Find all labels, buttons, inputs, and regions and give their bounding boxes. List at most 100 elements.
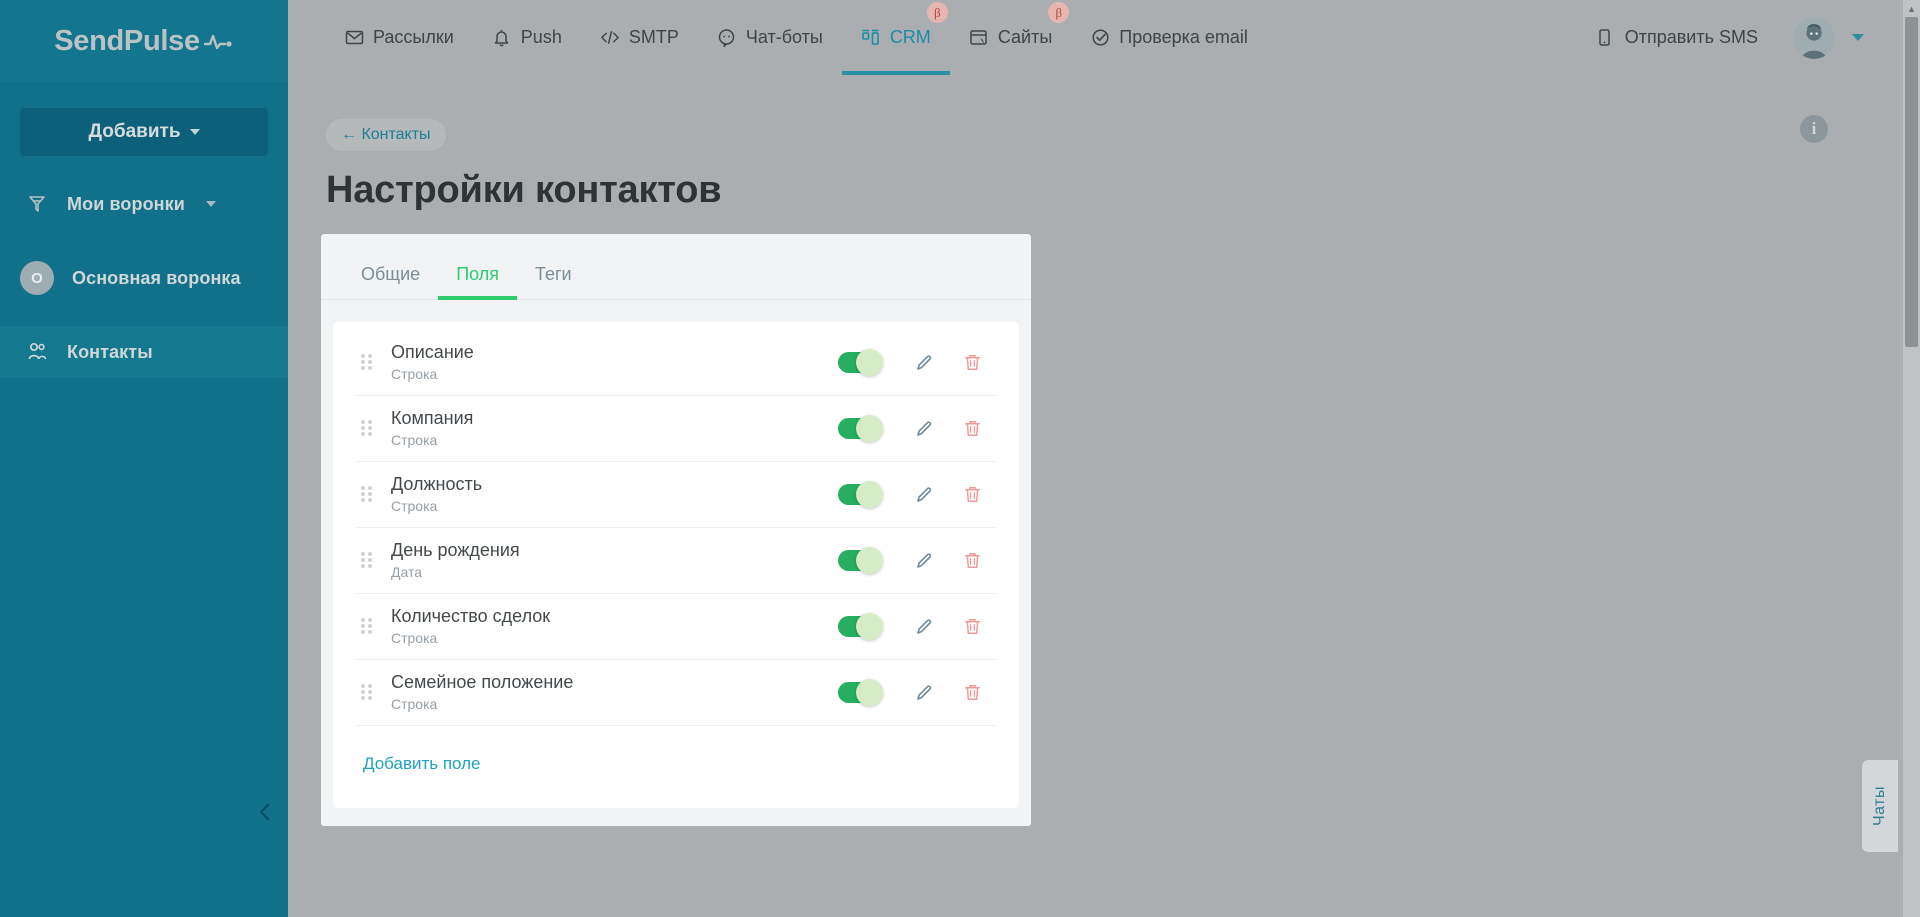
brand-name: SendPulse: [54, 24, 200, 57]
chat-widget-label: Чаты: [1871, 785, 1888, 827]
brand-logo[interactable]: SendPulse: [0, 0, 288, 82]
beta-badge: β: [1048, 2, 1070, 23]
field-texts: Должность Строка: [391, 473, 838, 516]
add-field-link[interactable]: Добавить поле: [363, 754, 481, 773]
toggle-knob: [856, 547, 883, 574]
tab-sayty[interactable]: Сайты β: [950, 0, 1071, 75]
drag-handle-icon[interactable]: [361, 551, 377, 570]
send-sms-button[interactable]: Отправить SMS: [1595, 27, 1758, 48]
sidebar-item-label: Основная воронка: [72, 267, 241, 288]
settings-panel: Общие Поля Теги Описание Строка: [321, 234, 1031, 826]
table-row: Семейное положение Строка: [355, 660, 997, 726]
table-row: Компания Строка: [355, 396, 997, 462]
field-name: День рождения: [391, 540, 520, 560]
drag-handle-icon[interactable]: [361, 485, 377, 504]
user-avatar-icon: [1802, 23, 1826, 59]
edit-button[interactable]: [907, 676, 941, 710]
trash-icon: [964, 619, 980, 634]
field-texts: День рождения Дата: [391, 539, 838, 582]
tab-rassylki[interactable]: Рассылки: [325, 0, 473, 75]
add-button[interactable]: Добавить: [20, 108, 268, 156]
field-name: Количество сделок: [391, 606, 551, 626]
field-name: Семейное положение: [391, 672, 574, 692]
avatar[interactable]: [1793, 16, 1835, 59]
drag-handle-icon[interactable]: [361, 353, 377, 372]
envelope-icon: [344, 28, 364, 48]
table-row: Описание Строка: [355, 330, 997, 396]
funnel-avatar: О: [20, 261, 54, 295]
sidebar-item-contacts[interactable]: Контакты: [0, 326, 288, 378]
crm-board-icon: [861, 28, 881, 48]
field-type: Дата: [391, 564, 423, 580]
chevron-down-icon: [206, 201, 216, 207]
table-row: Количество сделок Строка: [355, 594, 997, 660]
tab-chat-boty[interactable]: Чат-боты: [698, 0, 842, 75]
tab-proverka-email[interactable]: Проверка email: [1071, 0, 1267, 75]
chat-bubble-icon: [717, 28, 737, 48]
row-actions: [838, 610, 989, 644]
breadcrumb-back-link[interactable]: ← Контакты: [326, 119, 446, 151]
pencil-icon: [916, 487, 931, 502]
funnel-icon: [25, 192, 49, 216]
edit-button[interactable]: [907, 412, 941, 446]
chat-widget-tab[interactable]: Чаты: [1862, 760, 1898, 852]
delete-button[interactable]: [955, 544, 989, 578]
tab-push[interactable]: Push: [473, 0, 581, 75]
tab-obshchie[interactable]: Общие: [361, 264, 421, 284]
scrollbar-thumb[interactable]: [1905, 17, 1918, 347]
chevron-down-icon: [189, 129, 200, 135]
field-texts: Количество сделок Строка: [391, 605, 838, 648]
toggle-switch[interactable]: [838, 349, 883, 376]
toggle-switch[interactable]: [838, 547, 883, 574]
toggle-switch[interactable]: [838, 679, 883, 706]
tab-smtp[interactable]: SMTP: [581, 0, 698, 75]
main-content: ← Контакты Настройки контактов i Общие П…: [288, 75, 1900, 917]
add-button-label: Добавить: [88, 121, 181, 142]
drag-handle-icon[interactable]: [361, 419, 377, 438]
info-icon[interactable]: i: [1800, 115, 1828, 143]
sidebar-collapse-button[interactable]: [248, 795, 282, 829]
field-texts: Описание Строка: [391, 341, 838, 384]
fields-card: Описание Строка: [333, 322, 1019, 808]
tab-label: Чат-боты: [745, 27, 823, 47]
edit-button[interactable]: [907, 478, 941, 512]
tab-label: Сайты: [997, 27, 1053, 47]
delete-button[interactable]: [955, 412, 989, 446]
edit-button[interactable]: [907, 346, 941, 380]
chevron-down-icon[interactable]: [1852, 34, 1864, 41]
edit-button[interactable]: [907, 544, 941, 578]
delete-button[interactable]: [955, 346, 989, 380]
sidebar-item-label: Мои воронки: [67, 193, 185, 214]
settings-tabs: Общие Поля Теги: [321, 234, 1031, 300]
edit-button[interactable]: [907, 610, 941, 644]
sidebar-item-my-funnels[interactable]: Мои воронки: [0, 178, 288, 230]
drag-handle-icon[interactable]: [361, 617, 377, 636]
row-actions: [838, 478, 989, 512]
field-name: Компания: [391, 408, 474, 428]
pencil-icon: [916, 553, 931, 568]
delete-button[interactable]: [955, 610, 989, 644]
tab-crm[interactable]: CRM β: [841, 0, 950, 75]
sidebar-item-main-funnel[interactable]: О Основная воронка: [0, 252, 288, 304]
toggle-switch[interactable]: [838, 481, 883, 508]
delete-button[interactable]: [955, 676, 989, 710]
tab-tegi[interactable]: Теги: [535, 264, 572, 284]
page-scrollbar[interactable]: ▲: [1903, 0, 1920, 917]
field-type: Строка: [391, 498, 438, 514]
table-row: День рождения Дата: [355, 528, 997, 594]
top-navigation-bar: Рассылки Push SMTP Чат-боты: [288, 0, 1920, 75]
toggle-switch[interactable]: [838, 613, 883, 640]
toggle-knob: [856, 613, 883, 640]
scrollbar-up-arrow[interactable]: ▲: [1903, 0, 1920, 17]
sidebar-item-label: Контакты: [67, 341, 153, 362]
tab-label: SMTP: [628, 27, 679, 47]
chevron-left-icon: [259, 803, 270, 821]
toggle-knob: [856, 349, 883, 376]
tab-label: Проверка email: [1119, 27, 1248, 47]
delete-button[interactable]: [955, 478, 989, 512]
drag-handle-icon[interactable]: [361, 683, 377, 702]
toggle-switch[interactable]: [838, 415, 883, 442]
main-menu: Рассылки Push SMTP Чат-боты: [288, 0, 1267, 75]
trash-icon: [964, 553, 980, 568]
tab-polya[interactable]: Поля: [438, 256, 517, 300]
